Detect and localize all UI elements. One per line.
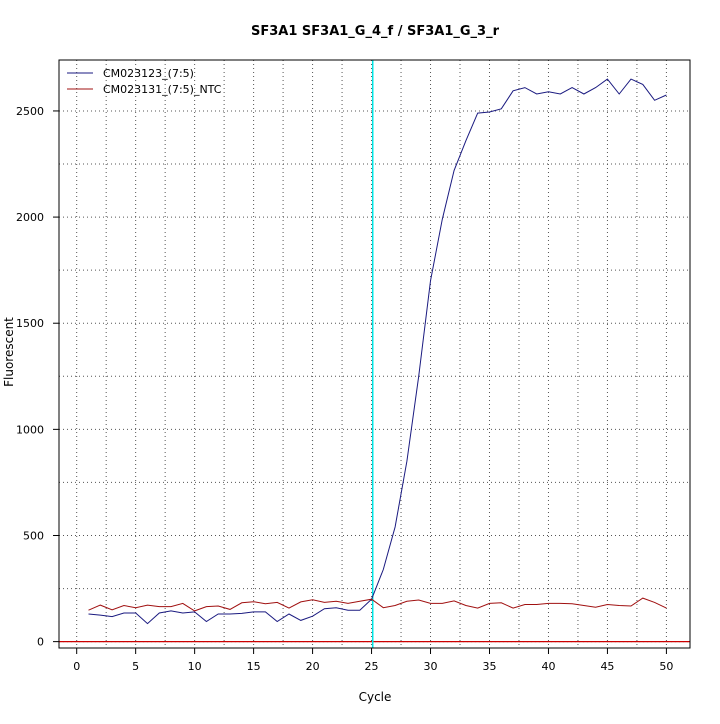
plot-frame (58, 59, 691, 649)
series-group (88, 78, 667, 625)
x-axis-label: Cycle (359, 690, 392, 704)
x-tick-label: 40 (541, 660, 555, 673)
x-tick-label: 5 (132, 660, 139, 673)
y-axis: 0 500 1000 1500 2000 2500 (16, 105, 60, 649)
x-tick-label: 10 (188, 660, 202, 673)
y-axis-label: Fluorescent (2, 317, 16, 387)
chart-title: SF3A1 SF3A1_G_4_f / SF3A1_G_3_r (251, 24, 500, 39)
x-tick-label: 20 (306, 660, 320, 673)
y-tick-label: 500 (23, 529, 44, 542)
x-tick-label: 0 (73, 660, 80, 673)
legend-entry-1: CM023123_(7:5) (103, 67, 194, 80)
legend-entry-2: CM023131_(7:5)_NTC (103, 83, 222, 96)
x-tick-label: 15 (247, 660, 261, 673)
x-axis: 0 5 10 15 20 25 30 35 40 45 50 (73, 647, 673, 673)
y-tick-label: 0 (37, 636, 44, 649)
x-tick-label: 35 (482, 660, 496, 673)
y-tick-label: 2500 (16, 105, 44, 118)
y-tick-label: 2000 (16, 211, 44, 224)
y-tick-label: 1000 (16, 423, 44, 436)
series-line-1 (88, 78, 667, 625)
series-line-2 (88, 597, 667, 612)
legend: CM023123_(7:5) CM023131_(7:5)_NTC (67, 67, 222, 96)
x-tick-label: 50 (659, 660, 673, 673)
x-tick-label: 30 (424, 660, 438, 673)
grid (59, 60, 690, 648)
x-tick-label: 25 (365, 660, 379, 673)
x-tick-label: 45 (600, 660, 614, 673)
y-tick-label: 1500 (16, 317, 44, 330)
